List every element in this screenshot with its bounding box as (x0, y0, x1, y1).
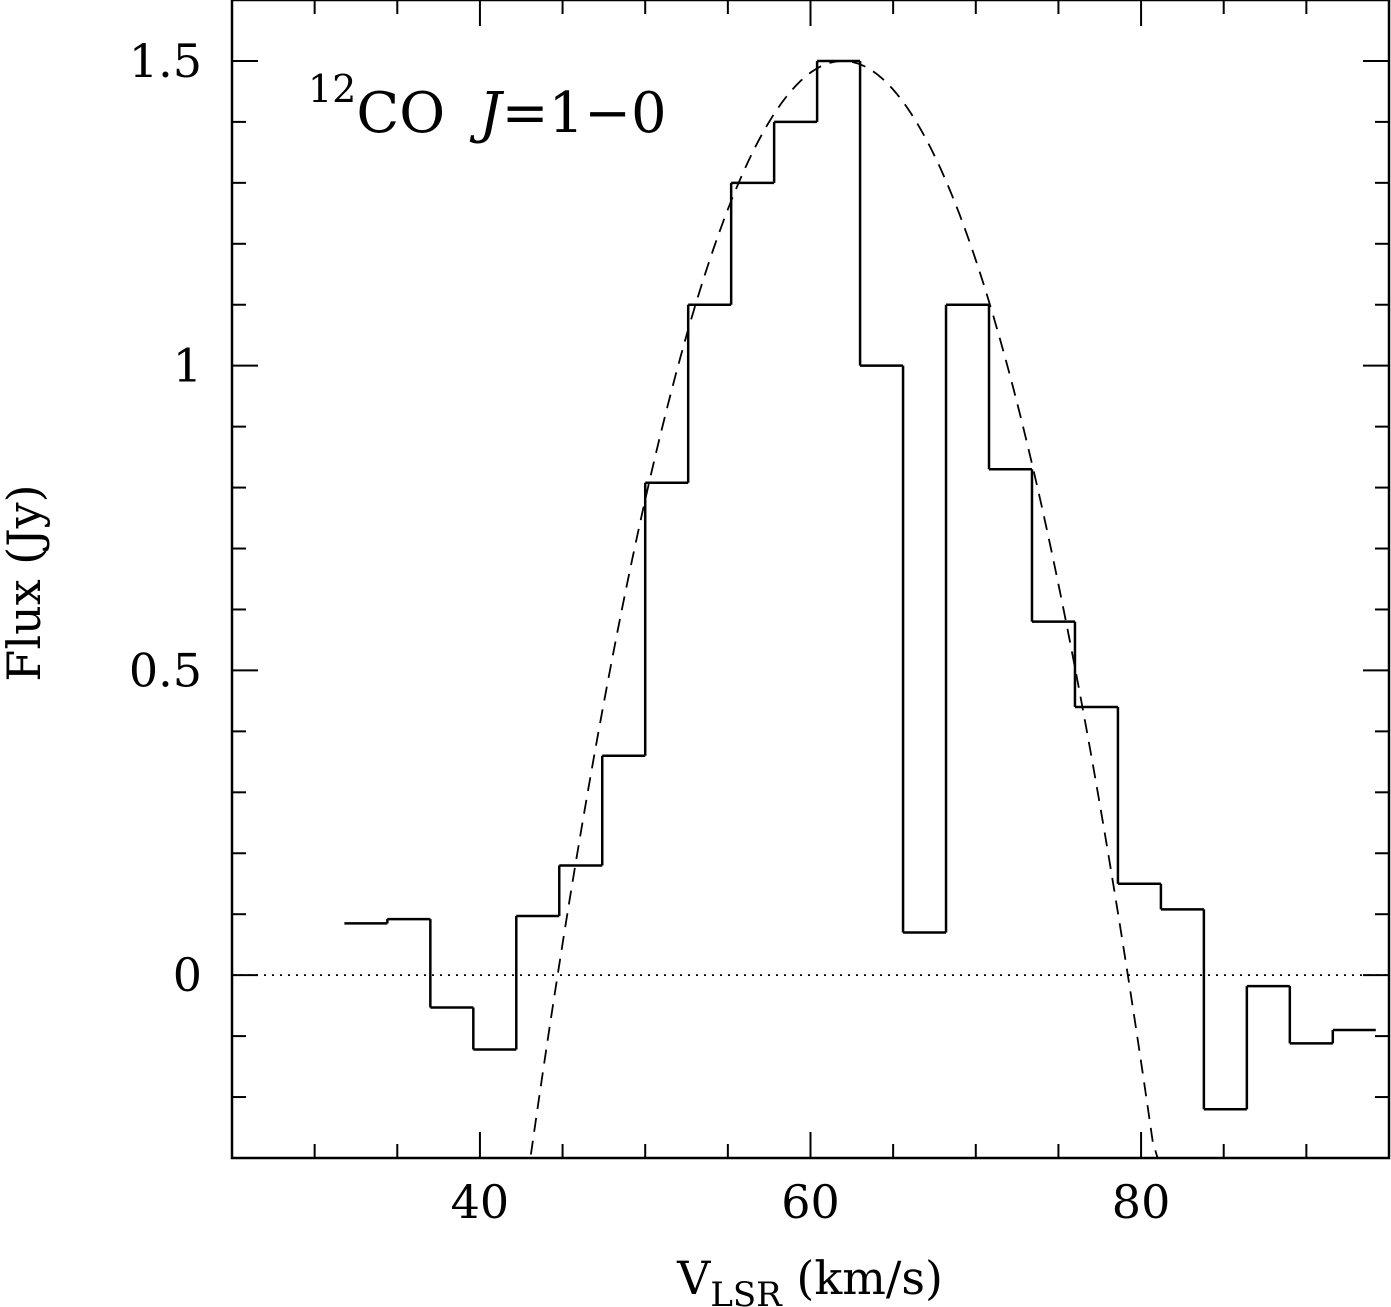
x-axis-label-units: (km/s) (782, 1251, 943, 1305)
annotation-transition-value: =1−0 (502, 81, 667, 146)
y-tick-label: 0.5 (129, 643, 202, 697)
x-axis-label-main: V (676, 1251, 711, 1305)
y-tick-label: 0 (173, 948, 202, 1002)
plot-frame (230, 0, 1391, 1160)
histogram-group (344, 59, 1376, 1111)
y-tick-label: 1 (173, 339, 202, 393)
annotation-superscript: 12 (308, 67, 356, 111)
tick-labels-group: 40 60 80 0 0.5 1 1.5 (129, 34, 1171, 1229)
x-tick-label: 80 (1112, 1175, 1171, 1229)
fit-curve-group (529, 60, 1159, 1158)
y-tick-label: 1.5 (129, 34, 202, 88)
axis-ticks-group (231, 0, 1390, 1159)
line-annotation: 12CO J=1−0 (308, 67, 667, 146)
x-axis-label: VLSR (km/s) (676, 1251, 943, 1307)
y-axis-label: Flux (Jy) (0, 484, 51, 681)
x-axis-label-subscript: LSR (710, 1275, 783, 1307)
x-tick-label: 40 (451, 1175, 510, 1229)
annotation-species: CO (356, 81, 445, 146)
x-tick-label: 60 (781, 1175, 840, 1229)
fit-curve (529, 60, 1159, 1158)
annotation-transition-j: J (469, 81, 505, 146)
